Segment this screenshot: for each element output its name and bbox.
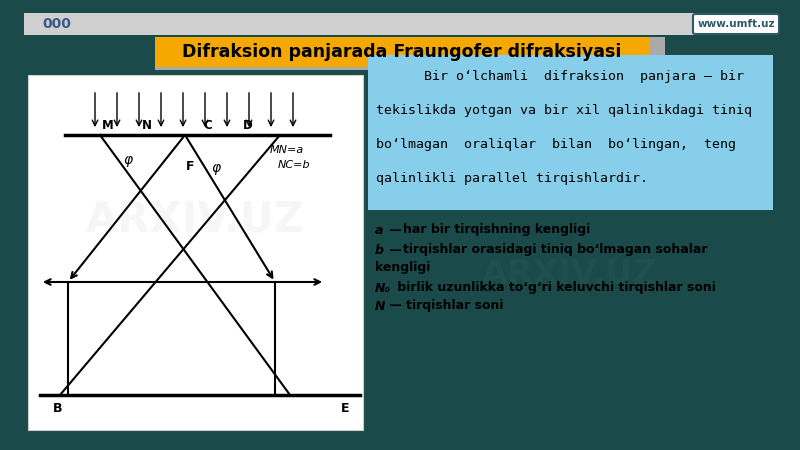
Text: D: D [243,119,253,132]
Text: ARXIV.UZ: ARXIV.UZ [482,258,658,292]
Text: birlik uzunlikka to‘g‘ri keluvchi tirqishlar soni: birlik uzunlikka to‘g‘ri keluvchi tirqis… [393,282,716,294]
Text: MN=a: MN=a [270,145,304,155]
Text: F: F [186,161,194,174]
Text: kengligi: kengligi [375,261,430,274]
Bar [155,37,665,70]
Text: —: — [385,224,406,237]
Text: www.umft.uz: www.umft.uz [697,19,775,29]
Text: E: E [341,402,350,415]
Text: Difraksion panjarada Fraungofer difraksiyasi: Difraksion panjarada Fraungofer difraksi… [182,43,622,61]
Text: 000: 000 [42,17,71,31]
Bar [155,37,650,67]
Text: N: N [375,300,386,312]
Bar [368,55,773,210]
Bar [28,75,363,430]
Text: C: C [204,119,212,132]
Text: φ: φ [211,161,221,175]
Text: b: b [375,243,384,256]
Text: B: B [54,402,62,415]
Text: —: — [385,243,406,256]
Text: tirqishlar orasidagi tiniq bo‘lmagan sohalar: tirqishlar orasidagi tiniq bo‘lmagan soh… [403,243,707,256]
Text: ARXIV.UZ: ARXIV.UZ [86,199,305,241]
Text: har bir tirqishning kengligi: har bir tirqishning kengligi [403,224,590,237]
Text: NC=b: NC=b [278,160,310,170]
Text: — tirqishlar soni: — tirqishlar soni [385,300,503,312]
Text: M: M [102,119,114,132]
Text: φ: φ [123,153,133,167]
Text: N: N [142,119,152,132]
Text: tekislikda yotgan va bir xil qalinlikdagi tiniq: tekislikda yotgan va bir xil qalinlikdag… [376,104,752,117]
Text: N₀: N₀ [375,282,391,294]
FancyBboxPatch shape [693,14,779,34]
Text: Bir o‘lchamli  difraksion  panjara — bir: Bir o‘lchamli difraksion panjara — bir [376,70,744,83]
Bar [24,13,776,35]
Text: a: a [375,224,383,237]
Text: qalinlikli parallel tirqishlardir.: qalinlikli parallel tirqishlardir. [376,172,648,185]
Text: bo‘lmagan  oraliqlar  bilan  bo‘lingan,  teng: bo‘lmagan oraliqlar bilan bo‘lingan, ten… [376,138,736,151]
